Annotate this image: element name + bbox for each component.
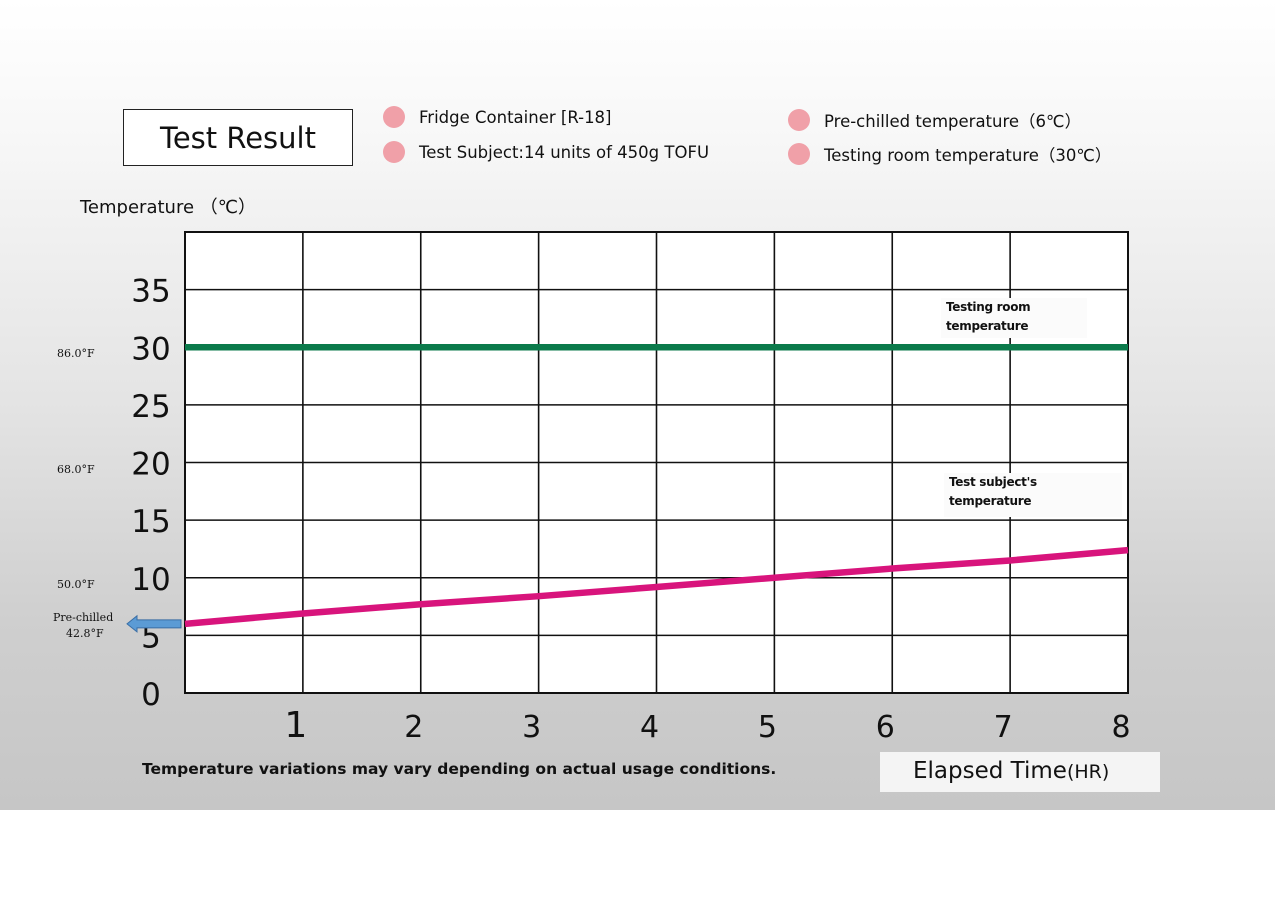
legend-dot-icon [788, 109, 810, 131]
x-tick-label: 3 [522, 710, 541, 745]
legend-item-subject: Test Subject:14 units of 450g TOFU [383, 141, 709, 163]
y-tick-label: 25 [131, 389, 170, 425]
annotation-subject-temperature: Test subject's temperature [944, 473, 1122, 517]
y-tick-label: 10 [131, 562, 170, 598]
legend-dot-icon [383, 141, 405, 163]
y-tick-label: 5 [141, 619, 161, 655]
legend-label: Test Subject:14 units of 450g TOFU [419, 142, 710, 162]
chart-ticks: 0 5 10 15 20 25 30 35 1 2 3 4 5 6 7 8 [131, 274, 1130, 746]
y-tick-label: 35 [131, 274, 170, 310]
x-tick-label: 1 [284, 705, 307, 746]
fahrenheit-label-50: 50.0°F [57, 578, 95, 591]
x-axis-label-box [880, 752, 1160, 792]
annotation-room-temperature: Testing room temperature [941, 298, 1087, 338]
legend-item-container: Fridge Container [R-18] [383, 106, 612, 128]
y-axis-label: Temperature （℃） [80, 197, 256, 218]
fahrenheit-label-86: 86.0°F [57, 347, 95, 360]
x-tick-label: 6 [876, 710, 895, 745]
plot-border [184, 231, 1129, 694]
fahrenheit-label-68: 68.0°F [57, 463, 95, 476]
chart-title: Test Result [160, 120, 316, 155]
series-line-subject-temperature [184, 546, 1129, 628]
prechilled-arrow-icon [126, 614, 182, 633]
y-tick-label: 30 [131, 331, 170, 367]
legend-dot-icon [788, 143, 810, 165]
prechilled-label: Pre-chilled [53, 611, 114, 624]
prechilled-fahrenheit-label: 42.8°F [66, 627, 104, 640]
annotation-line: Test subject's [949, 475, 1037, 489]
x-tick-label: 8 [1111, 710, 1130, 745]
legend-dot-icon [383, 106, 405, 128]
x-axis-label: Elapsed Time(HR) [913, 758, 1109, 784]
x-tick-label: 2 [404, 710, 423, 745]
y-tick-label: 20 [131, 447, 170, 483]
annotation-line: temperature [949, 494, 1032, 508]
y-tick-label: 0 [141, 677, 161, 713]
x-axis-label-text: Elapsed Time [913, 758, 1067, 784]
x-tick-label: 4 [640, 710, 659, 745]
x-tick-label: 7 [994, 710, 1013, 745]
x-axis-unit: (HR) [1066, 761, 1110, 783]
annotation-line: Testing room [946, 300, 1031, 314]
legend-item-room: Testing room temperature（30℃） [788, 142, 1111, 166]
x-tick-label: 5 [758, 710, 777, 745]
legend-label: Pre-chilled temperature（6℃） [824, 112, 1082, 131]
usage-note: Temperature variations may vary dependin… [142, 760, 777, 778]
legend-label: Testing room temperature（30℃） [824, 146, 1112, 165]
legend-item-prechilled: Pre-chilled temperature（6℃） [788, 108, 1081, 132]
chart-series [184, 344, 1129, 628]
annotation-line: temperature [946, 319, 1029, 333]
legend-label: Fridge Container [R-18] [419, 107, 612, 127]
y-tick-label: 15 [131, 504, 170, 540]
chart-markers [126, 614, 182, 633]
chart-title-box: Test Result [123, 109, 353, 166]
